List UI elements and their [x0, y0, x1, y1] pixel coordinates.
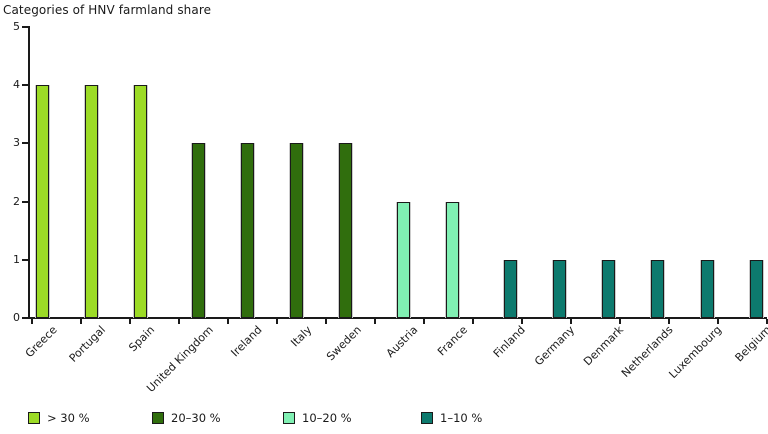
x-axis-label-portugal: Portugal	[67, 323, 109, 365]
legend-label-10-20-: 10–20 %	[302, 411, 352, 425]
x-axis-tick-10	[521, 319, 523, 324]
bar-sweden	[339, 143, 352, 318]
legend-swatch-10-20-	[283, 412, 295, 424]
x-axis-label-france: France	[435, 323, 471, 359]
y-axis-tick-3	[22, 142, 28, 144]
y-axis-label-1: 1	[13, 253, 20, 266]
legend-swatch-20-30-	[152, 412, 164, 424]
y-axis-tick-5	[22, 26, 28, 28]
x-axis-label-united-kingdom: United Kingdom	[143, 323, 216, 395]
x-axis-tick-13	[668, 319, 670, 324]
x-axis-tick-11	[570, 319, 572, 324]
x-axis-tick-0	[31, 319, 33, 324]
x-axis-label-ireland: Ireland	[228, 323, 265, 360]
bar-denmark	[602, 260, 615, 318]
x-axis-label-austria: Austria	[383, 323, 421, 360]
x-axis-label-germany: Germany	[532, 323, 578, 369]
x-axis-label-finland: Finland	[490, 323, 528, 361]
y-axis-tick-2	[22, 201, 28, 203]
x-axis-label-denmark: Denmark	[581, 323, 627, 369]
bar-finland	[504, 260, 517, 318]
legend-label-1-10-: 1–10 %	[440, 411, 483, 425]
x-axis-tick-12	[619, 319, 621, 324]
bar-united-kingdom	[192, 143, 205, 318]
legend-swatch-1-10-	[421, 412, 433, 424]
x-axis-label-sweden: Sweden	[323, 323, 364, 364]
legend-label-20-30-: 20–30 %	[171, 411, 221, 425]
x-axis-label-luxembourg: Luxembourg	[666, 323, 725, 381]
x-axis-tick-5	[276, 319, 278, 324]
bar-netherlands	[651, 260, 664, 318]
x-axis-label-spain: Spain	[126, 323, 158, 355]
x-axis-tick-15	[766, 319, 768, 324]
y-axis-tick-0	[22, 317, 28, 319]
y-axis-line	[28, 26, 30, 319]
x-axis-tick-4	[227, 319, 229, 324]
x-axis-label-greece: Greece	[22, 323, 60, 361]
y-axis-label-0: 0	[13, 311, 20, 324]
bar-greece	[36, 85, 49, 318]
y-axis-label-4: 4	[13, 78, 20, 91]
y-axis-tick-1	[22, 259, 28, 261]
x-axis-tick-2	[129, 319, 131, 324]
x-axis-tick-6	[325, 319, 327, 324]
bar-belgium	[750, 260, 763, 318]
bar-ireland	[241, 143, 254, 318]
x-axis-label-belgium: Belgium	[732, 323, 768, 365]
chart-title: Categories of HNV farmland share	[3, 3, 212, 17]
bar-austria	[397, 202, 410, 318]
x-axis-line	[22, 317, 767, 319]
x-axis-tick-14	[717, 319, 719, 324]
bar-luxembourg	[701, 260, 714, 318]
y-axis-tick-4	[22, 84, 28, 86]
y-axis-label-3: 3	[13, 136, 20, 149]
legend-label--30-: > 30 %	[47, 411, 90, 425]
bar-italy	[290, 143, 303, 318]
x-axis-tick-9	[472, 319, 474, 324]
y-axis-label-5: 5	[13, 20, 20, 33]
x-axis-tick-7	[374, 319, 376, 324]
bar-portugal	[85, 85, 98, 318]
x-axis-tick-8	[423, 319, 425, 324]
x-axis-tick-3	[178, 319, 180, 324]
x-axis-tick-1	[80, 319, 82, 324]
bar-france	[446, 202, 459, 318]
bar-germany	[553, 260, 566, 318]
legend-swatch--30-	[28, 412, 40, 424]
x-axis-label-italy: Italy	[288, 323, 315, 350]
bar-spain	[134, 85, 147, 318]
y-axis-label-2: 2	[13, 195, 20, 208]
